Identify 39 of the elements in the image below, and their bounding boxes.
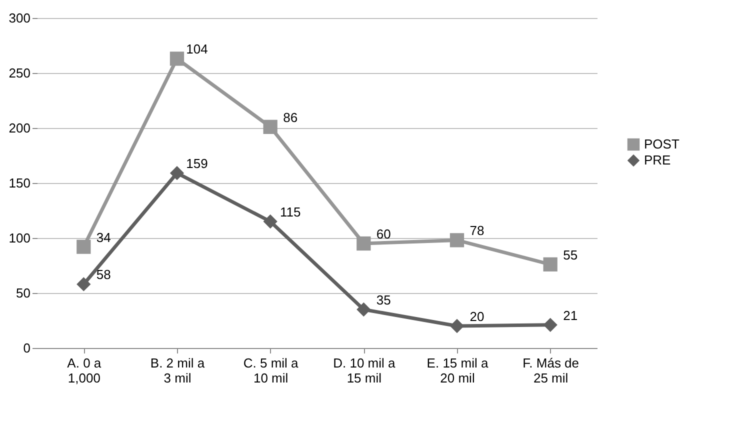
point <box>170 166 184 180</box>
data-label: 58 <box>96 267 111 282</box>
y-tick-label: 250 <box>8 66 30 80</box>
point <box>450 233 464 248</box>
point <box>76 240 91 254</box>
point <box>356 302 371 317</box>
y-tick-label: 50 <box>16 286 30 300</box>
data-label: 159 <box>186 156 208 172</box>
annotation: 34 <box>96 230 111 245</box>
data-label: 20 <box>470 309 484 324</box>
annotation: 55 <box>563 247 578 262</box>
point <box>543 318 558 332</box>
point <box>356 236 371 251</box>
y-tick-label: 0 <box>23 340 30 356</box>
y-tick-label: 300 <box>8 10 30 26</box>
annotation: 86 <box>283 110 298 125</box>
legend-label: POST <box>644 136 680 152</box>
x-tick-label: D. 10 mil a 15 mil <box>333 356 396 386</box>
data-label: 115 <box>280 204 301 220</box>
point <box>263 214 278 229</box>
point <box>263 120 278 134</box>
x-tick-label: B. 2 mil a 3 mil <box>150 356 206 386</box>
legend-label: PRE <box>644 152 672 168</box>
y-tick-label: 100 <box>8 230 30 246</box>
point <box>170 52 184 66</box>
point <box>543 257 558 272</box>
x-tick-label: A. 0 a 1,000 <box>67 356 102 386</box>
x-tick-label: F. Más de 25 mil <box>522 356 580 386</box>
x-tick-label: E. 15 mil a 20 mil <box>426 356 489 386</box>
x-tick-label: C. 5 mil a 10 mil <box>243 356 300 386</box>
point <box>450 318 464 334</box>
annotation: 104 <box>186 42 208 57</box>
data-label: 21 <box>563 308 578 323</box>
annotation: 78 <box>470 223 484 238</box>
y-tick-label: 150 <box>8 176 30 190</box>
y-tick-label: 200 <box>8 120 30 136</box>
annotation: 60 <box>376 226 391 242</box>
data-label: 35 <box>376 292 391 308</box>
point <box>76 277 91 292</box>
